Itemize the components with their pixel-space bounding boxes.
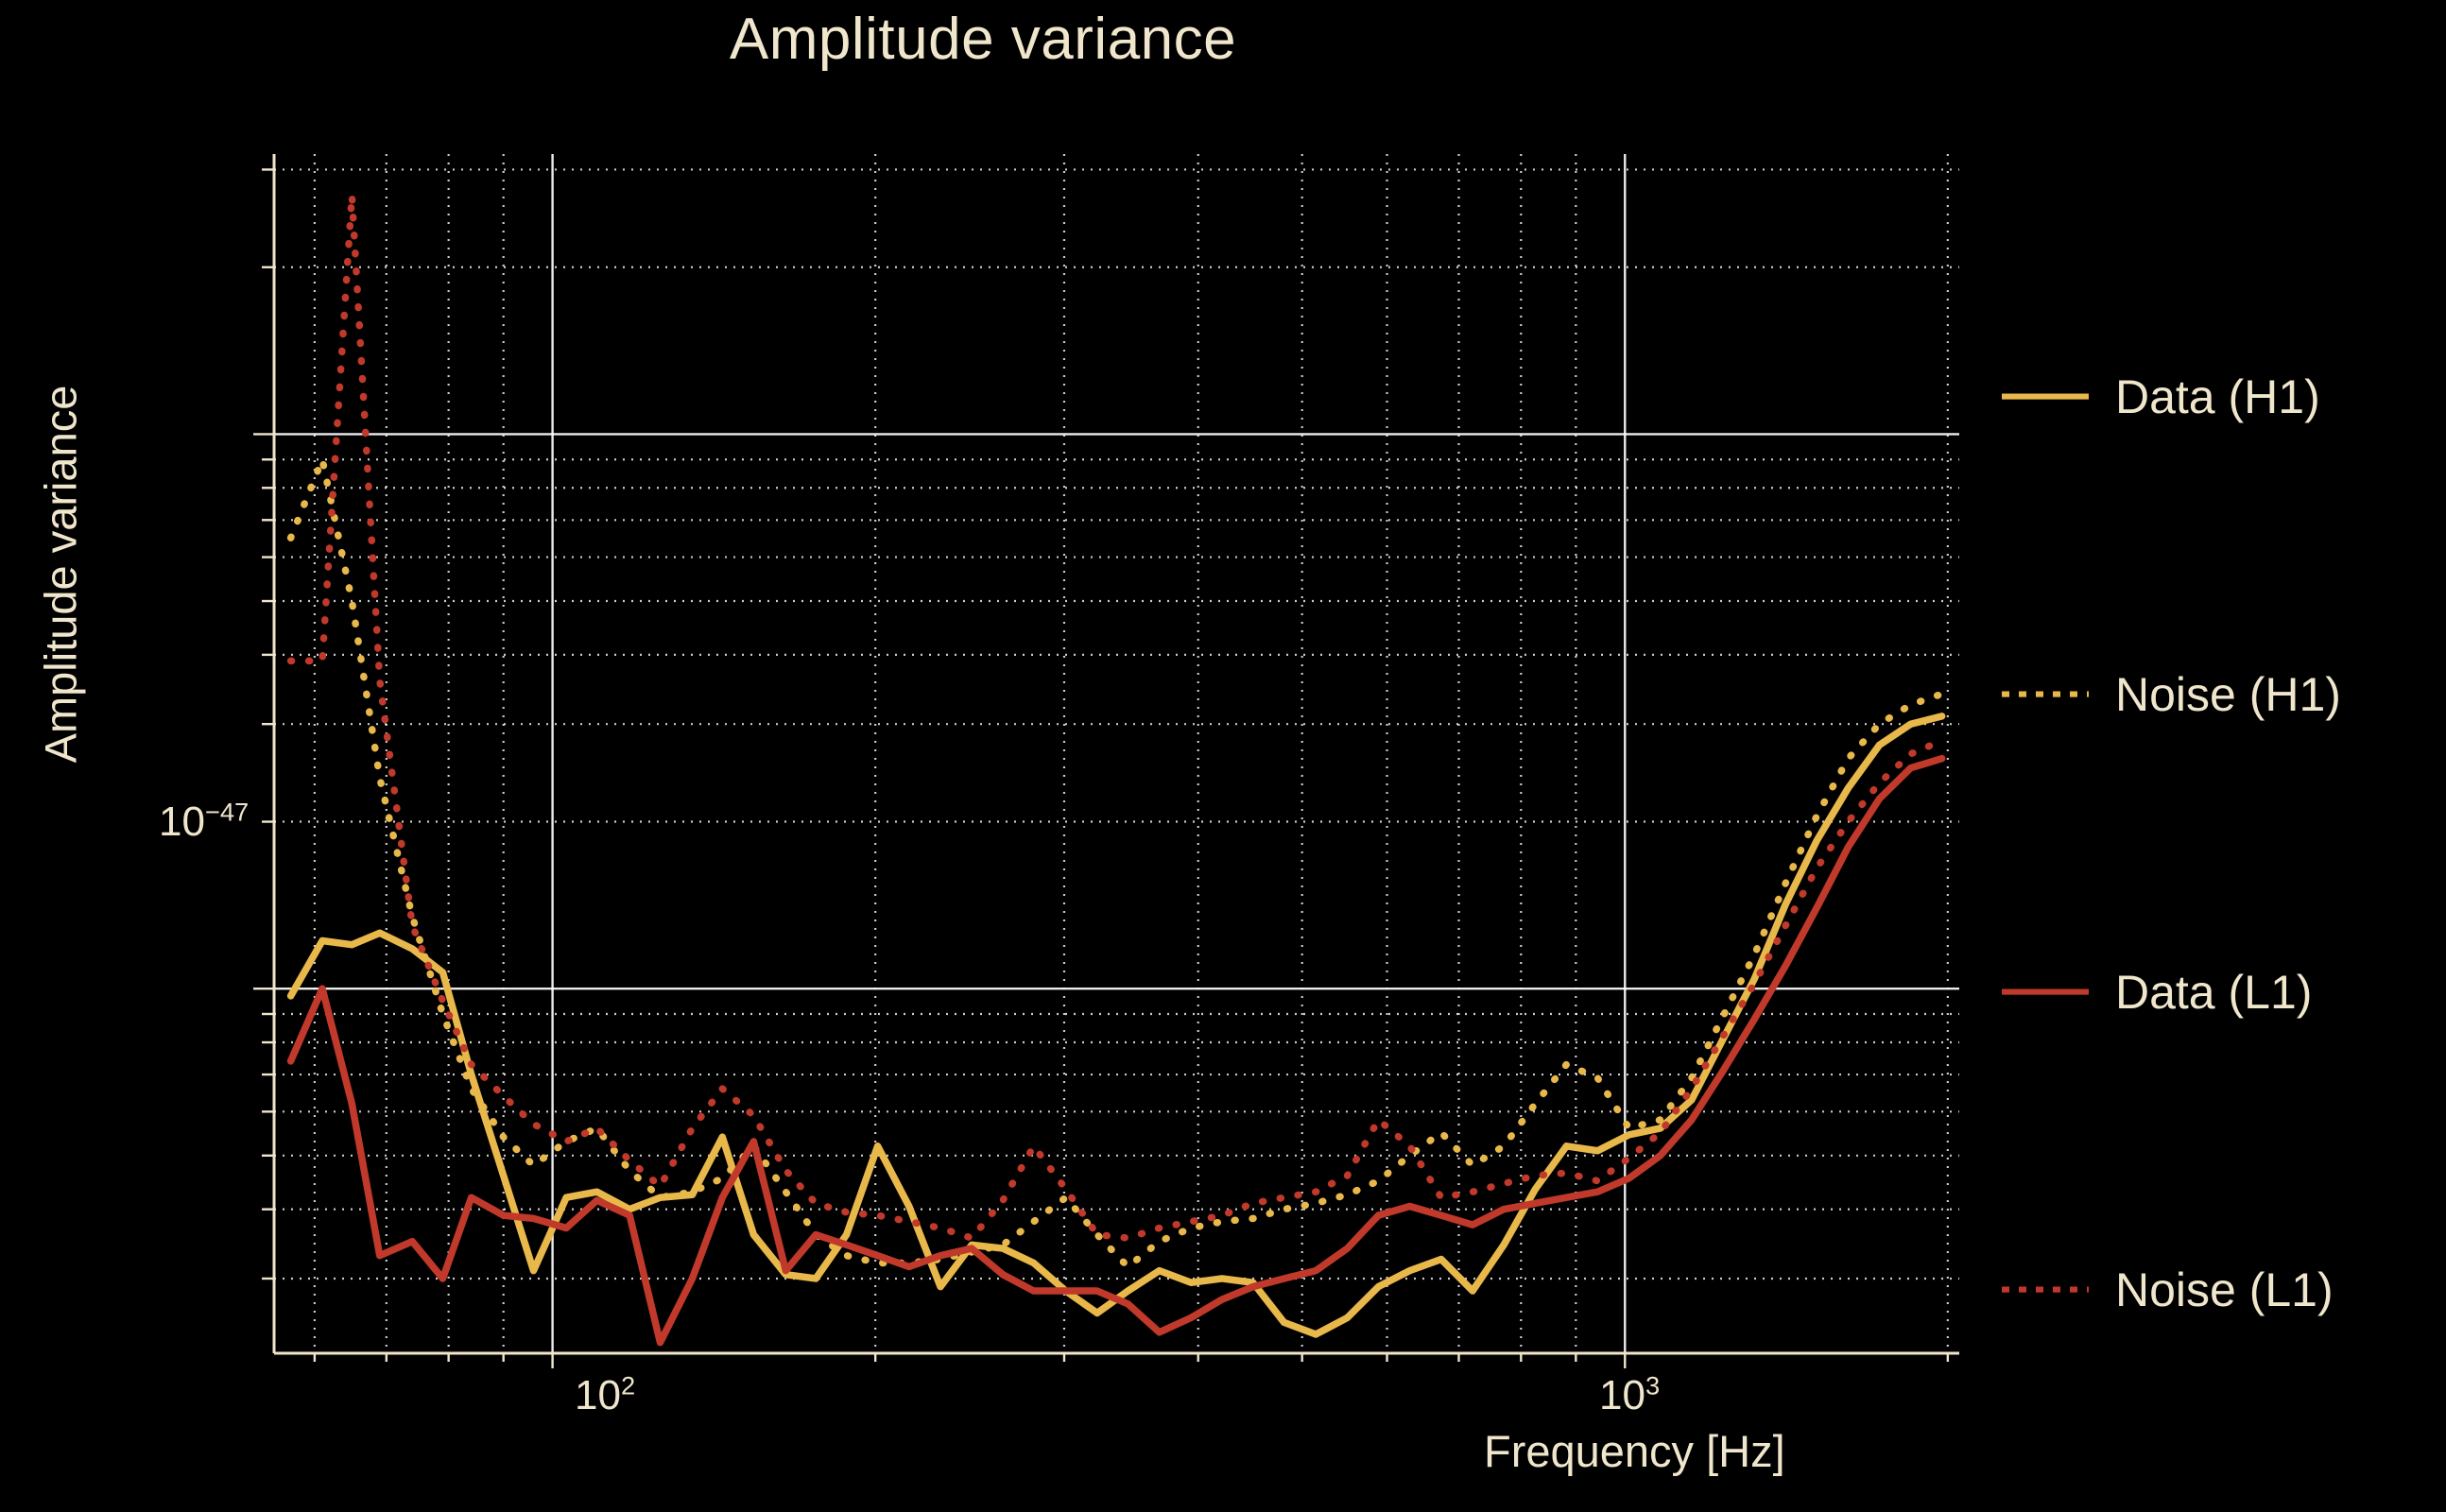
legend-swatch-noise-h1 <box>2002 691 2089 697</box>
legend-entry-noise-l1[interactable]: Noise (L1) <box>2002 1141 2437 1438</box>
x-tick-label-100: 102 <box>575 1370 636 1418</box>
legend: Data (H1) Noise (H1) Data (L1) Noise (L1… <box>2002 248 2437 1438</box>
series-line-data-h1 <box>286 713 1946 1338</box>
legend-swatch-data-h1 <box>2002 393 2089 400</box>
legend-swatch-data-l1 <box>2002 988 2089 995</box>
page-title: Amplitude variance <box>729 7 1237 72</box>
x-tick-label-1000: 103 <box>1599 1370 1661 1418</box>
series-line-noise-l1 <box>286 191 1946 1242</box>
legend-entry-data-l1[interactable]: Data (L1) <box>2002 843 2437 1141</box>
legend-label-noise-h1: Noise (H1) <box>2115 667 2341 721</box>
series-line-data-l1 <box>286 754 1946 1347</box>
legend-entry-data-h1[interactable]: Data (H1) <box>2002 248 2437 545</box>
legend-label-data-h1: Data (H1) <box>2115 369 2320 423</box>
series-line-noise-h1 <box>286 455 1946 1271</box>
legend-swatch-noise-l1 <box>2002 1286 2089 1293</box>
x-axis-label: Frequency [Hz] <box>1484 1426 1785 1476</box>
gridlines <box>274 154 1959 1353</box>
data-series-layer <box>286 191 1946 1347</box>
axis-spines <box>272 154 1959 1355</box>
legend-entry-noise-h1[interactable]: Noise (H1) <box>2002 545 2437 843</box>
legend-label-data-l1: Data (L1) <box>2115 965 2313 1019</box>
axis-ticks <box>253 168 1950 1368</box>
legend-label-noise-l1: Noise (L1) <box>2115 1263 2334 1316</box>
